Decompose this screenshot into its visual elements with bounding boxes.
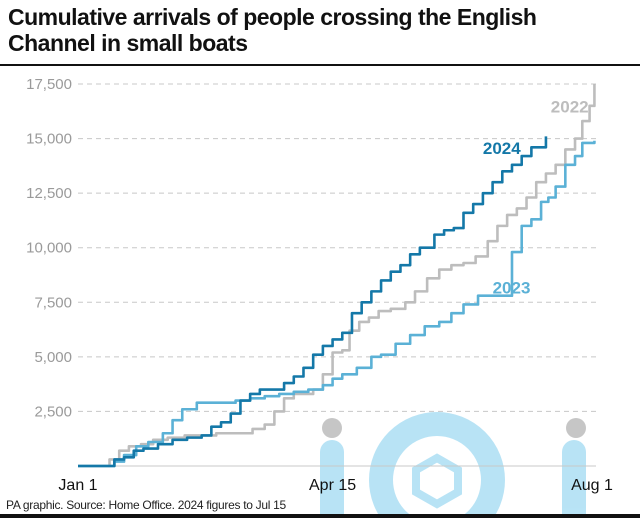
series-label-2023: 2023	[493, 279, 531, 298]
watermark-letter-o	[369, 412, 505, 518]
y-tick-label: 15,000	[26, 131, 72, 148]
iconic-watermark	[320, 412, 586, 518]
chart-title: Cumulative arrivals of people crossing t…	[8, 4, 537, 56]
source-note: PA graphic. Source: Home Office. 2024 fi…	[6, 498, 286, 512]
footer-divider	[0, 514, 640, 518]
y-tick-label: 2,500	[34, 403, 72, 420]
x-tick-label: Jan 1	[58, 477, 97, 494]
watermark-hexagon	[412, 453, 462, 509]
y-tick-label: 12,500	[26, 185, 72, 202]
y-tick-label: 5,000	[34, 349, 72, 366]
series-line-2024	[78, 136, 548, 468]
watermark-dot	[322, 418, 342, 438]
y-tick-label: 17,500	[26, 76, 72, 93]
title-divider	[0, 64, 640, 66]
watermark-letter-i2	[562, 440, 586, 518]
series-line-2022	[78, 84, 596, 468]
series-label-2024: 2024	[483, 139, 521, 158]
y-tick-label: 10,000	[26, 240, 72, 257]
x-tick-label: Aug 1	[571, 477, 613, 494]
series-label-2022: 2022	[551, 97, 589, 116]
watermark-dot2	[566, 418, 586, 438]
series-line-2023	[78, 140, 596, 468]
x-tick-label: Apr 15	[309, 477, 356, 494]
watermark-letter-i	[320, 440, 344, 518]
y-tick-label: 7,500	[34, 294, 72, 311]
